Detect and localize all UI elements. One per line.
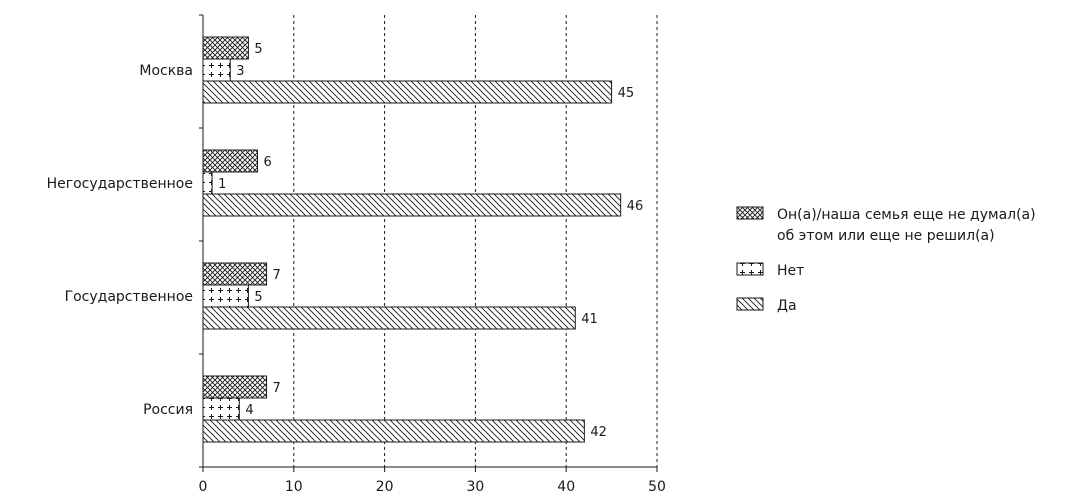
legend: Он(а)/наша семья еще не думал(а) об этом … <box>736 206 1036 314</box>
bar-diagonal-0 <box>202 80 613 104</box>
data-label: 3 <box>236 64 244 79</box>
legend-label-diagonal: Да <box>777 298 797 314</box>
bar-diagonal-1 <box>202 193 622 217</box>
data-label: 42 <box>590 425 607 440</box>
data-label: 41 <box>581 312 598 327</box>
data-label: 1 <box>218 177 226 192</box>
bar-crosshatch-2 <box>202 262 268 286</box>
category-label-0: Москва <box>139 63 193 79</box>
bar-crosshatch-3 <box>202 375 268 399</box>
bar-diagonal-3 <box>202 419 585 443</box>
bar-plus-3 <box>202 397 240 421</box>
x-tick-label-10: 10 <box>285 479 303 495</box>
legend-label-plus: Нет <box>777 263 804 279</box>
legend-swatch-diagonal <box>736 297 764 311</box>
x-tick-label-0: 0 <box>199 479 208 495</box>
data-label: 5 <box>254 290 262 305</box>
legend-label-crosshatch: Он(а)/наша семья еще не думал(а) <box>777 207 1036 223</box>
data-label: 6 <box>263 155 271 170</box>
category-label-3: Россия <box>143 402 193 418</box>
x-tick-label-40: 40 <box>557 479 575 495</box>
data-label: 45 <box>618 86 635 101</box>
bar-crosshatch-1 <box>202 149 258 173</box>
bar-plus-0 <box>202 58 231 82</box>
data-label: 46 <box>627 199 644 214</box>
bars <box>202 36 622 443</box>
x-tick-label-50: 50 <box>648 479 666 495</box>
x-tick-label-30: 30 <box>466 479 484 495</box>
bar-plus-1 <box>202 171 213 195</box>
category-label-2: Государственное <box>65 289 193 305</box>
category-label-1: Негосударственное <box>47 176 193 192</box>
bar-diagonal-2 <box>202 306 576 330</box>
labels: 0 10 20 30 40 505345Москва6146Негосударственн… <box>47 42 666 495</box>
legend-swatch-crosshatch <box>736 206 764 220</box>
legend-swatch-plus <box>736 262 764 276</box>
data-label: 5 <box>254 42 262 57</box>
bar-crosshatch-0 <box>202 36 249 60</box>
bar-plus-2 <box>202 284 249 308</box>
data-label: 4 <box>245 403 253 418</box>
legend-label-crosshatch: об этом или еще не решил(а) <box>777 228 995 244</box>
data-label: 7 <box>273 381 281 396</box>
x-tick-label-20: 20 <box>376 479 394 495</box>
data-label: 7 <box>273 268 281 283</box>
